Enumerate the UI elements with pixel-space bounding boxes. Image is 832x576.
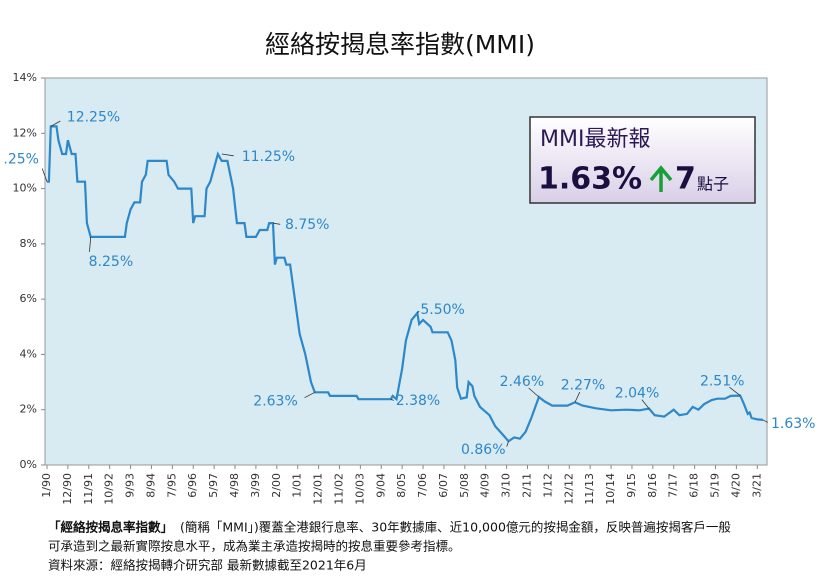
annotation: .25% [3, 152, 39, 168]
annotation-leader [304, 391, 315, 399]
annotation: 2.63% [253, 393, 297, 409]
x-tick-label: 3/99 [249, 473, 262, 498]
annotation-leader [417, 310, 420, 314]
x-tick-label: 6/96 [186, 473, 199, 498]
info-title: MMI最新報 [540, 127, 650, 152]
info-rate: 1.63% [538, 162, 642, 197]
x-tick-label: 5/08 [458, 473, 471, 498]
x-tick-label: 5/97 [207, 473, 220, 498]
annotation-leader [528, 387, 540, 398]
annotation-leader [574, 391, 581, 403]
x-tick-label: 7/95 [165, 473, 178, 498]
y-tick-label: 12% [13, 126, 37, 139]
x-tick-label: 10/92 [103, 473, 116, 505]
annotation: 2.46% [500, 374, 544, 390]
x-tick-label: 7/17 [667, 473, 680, 498]
annotation: 8.75% [285, 217, 329, 233]
annotation: 2.27% [561, 377, 605, 393]
annotation-leader [762, 419, 768, 423]
x-tick-label: 4/20 [729, 473, 742, 498]
x-tick-label: 7/06 [416, 473, 429, 498]
data-line [47, 125, 764, 443]
footer-line1: (簡稱「MMI」)覆蓋全港銀行息率、30年數據庫、近10,000億元的按揭金額，… [180, 520, 731, 535]
x-tick-label: 6/18 [688, 473, 701, 498]
y-tick-label: 6% [20, 292, 37, 305]
x-tick-label: 1/12 [541, 473, 554, 498]
x-tick-label: 8/16 [646, 473, 659, 498]
annotation-leader [221, 153, 234, 157]
x-tick-label: 9/15 [625, 473, 638, 498]
footer-source: 資料來源：經絡按揭轉介研究部 最新數據截至2021年6月 [48, 558, 367, 573]
x-tick-label: 11/02 [332, 473, 345, 505]
y-tick-label: 4% [20, 347, 37, 360]
x-tick-label: 10/03 [353, 473, 366, 505]
annotation-leader [390, 398, 394, 401]
annotation: 2.51% [700, 374, 744, 390]
x-tick-label: 8/05 [395, 473, 408, 498]
info-change: 7 [675, 162, 696, 197]
x-tick-label: 6/07 [437, 473, 450, 498]
x-tick-label: 11/13 [583, 473, 596, 505]
x-tick-label: 3/21 [750, 473, 763, 498]
x-tick-label: 2/11 [520, 473, 533, 498]
y-tick-label: 2% [20, 403, 37, 416]
annotation: 0.86% [461, 442, 505, 458]
x-tick-label: 1/90 [40, 473, 53, 498]
info-box [529, 116, 756, 204]
y-tick-label: 10% [13, 182, 37, 195]
footer-bold: 「經絡按揭息率指數」 [48, 520, 173, 535]
annotation-leader [641, 399, 650, 409]
x-tick-label: 8/94 [144, 473, 157, 498]
x-tick-label: 2/00 [270, 473, 283, 498]
x-tick-label: 4/09 [479, 473, 492, 498]
annotation: 5.50% [420, 302, 464, 318]
x-tick-label: 9/04 [374, 473, 387, 498]
annotation: 8.25% [89, 254, 133, 270]
annotation-leader [506, 441, 509, 447]
info-unit: 點子 [697, 175, 729, 194]
x-tick-label: 10/14 [604, 473, 617, 505]
annotation: 12.25% [67, 109, 120, 125]
annotation-leader [50, 120, 61, 127]
x-tick-label: 4/98 [228, 473, 241, 498]
x-tick-label: 3/10 [500, 473, 513, 498]
annotation: 1.63% [771, 416, 815, 432]
y-tick-label: 0% [20, 458, 37, 471]
annotation: 2.04% [615, 386, 659, 402]
chart-title: 經絡按揭息率指數(MMI) [265, 30, 535, 59]
annotation-leader [41, 168, 48, 182]
annotation-leader [729, 386, 741, 396]
y-tick-label: 14% [13, 71, 37, 84]
x-tick-label: 12/90 [61, 473, 74, 505]
x-tick-label: 5/19 [709, 473, 722, 498]
y-tick-label: 8% [20, 237, 37, 250]
x-tick-label: 11/91 [82, 473, 95, 505]
annotation-leader [89, 236, 92, 252]
footer-line2: 可承造到之最新實際按息水平，成為業主承造按揭時的按息重要參考指標。 [48, 539, 461, 554]
annotation: 11.25% [242, 149, 295, 165]
x-tick-label: 9/93 [124, 473, 137, 498]
annotation: 2.38% [396, 393, 440, 409]
annotation-leader [272, 222, 281, 225]
x-tick-label: 12/01 [312, 473, 325, 505]
x-tick-label: 1/01 [291, 473, 304, 498]
x-tick-label: 12/12 [562, 473, 575, 505]
up-arrow [649, 165, 673, 192]
